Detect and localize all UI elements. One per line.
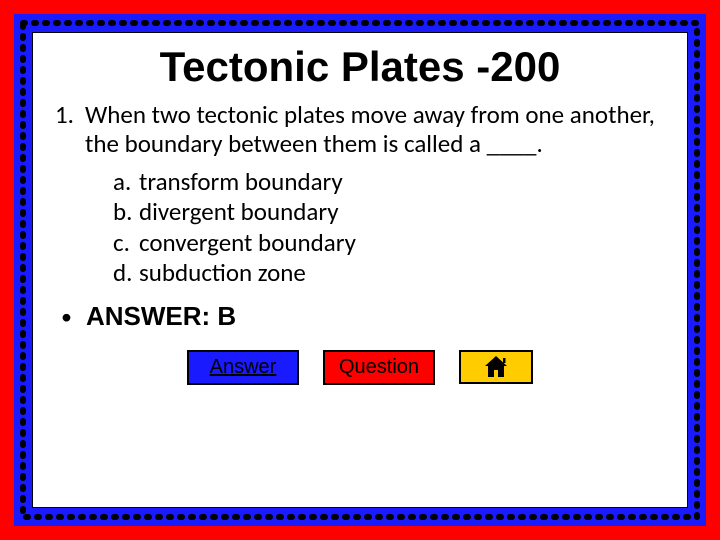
options-list: a. transform boundary b. divergent bound… [113,167,665,289]
option-letter: c. [113,228,139,259]
option-text: convergent boundary [139,228,356,259]
slide-title: Tectonic Plates -200 [55,43,665,91]
question-number: 1. [55,101,85,159]
option-text: transform boundary [139,167,343,198]
option-item: a. transform boundary [113,167,665,198]
answer-label: ANSWER: B [86,301,236,332]
home-icon [483,356,509,378]
option-item: d. subduction zone [113,258,665,289]
question-text: When two tectonic plates move away from … [85,101,665,159]
answer-button[interactable]: Answer [187,350,299,385]
option-text: subduction zone [139,258,306,289]
question-button[interactable]: Question [323,350,435,385]
option-letter: d. [113,258,139,289]
option-item: c. convergent boundary [113,228,665,259]
button-row: Answer Question [55,350,665,385]
option-letter: a. [113,167,139,198]
home-button[interactable] [459,350,533,384]
option-text: divergent boundary [139,197,339,228]
content-panel: Tectonic Plates -200 1. When two tectoni… [32,32,688,508]
option-letter: b. [113,197,139,228]
bullet-icon: • [61,303,72,330]
answer-row: • ANSWER: B [61,301,665,332]
option-item: b. divergent boundary [113,197,665,228]
outer-frame: Tectonic Plates -200 1. When two tectoni… [14,14,706,526]
question-block: 1. When two tectonic plates move away fr… [55,101,665,159]
